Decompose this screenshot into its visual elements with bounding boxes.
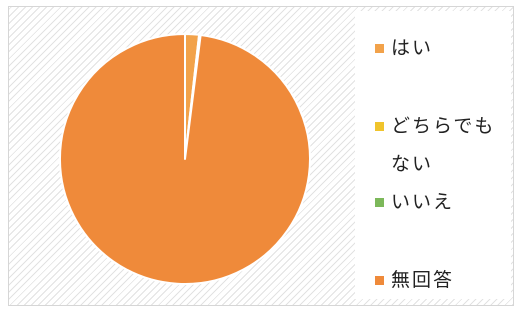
legend-swatch [375, 122, 384, 131]
legend-swatch [375, 276, 384, 285]
pie-slice-3 [58, 33, 311, 285]
legend-item-dochiradomonai: どちらでもない [375, 107, 509, 183]
legend-item-mukaito: 無回答 [375, 261, 454, 299]
chart-area: はい どちらでもない いいえ 無回答 [8, 6, 514, 306]
legend-label: はい [391, 37, 434, 59]
pie-chart [58, 33, 311, 285]
legend-label: いいえ [391, 191, 455, 213]
legend-swatch [375, 44, 384, 53]
legend-item-iie: いいえ [375, 183, 454, 221]
legend-label: 無回答 [391, 269, 455, 291]
legend-label: どちらでもない [391, 115, 496, 175]
legend: はい どちらでもない いいえ 無回答 [355, 11, 511, 299]
legend-item-hai: はい [375, 29, 433, 67]
legend-swatch [375, 198, 384, 207]
